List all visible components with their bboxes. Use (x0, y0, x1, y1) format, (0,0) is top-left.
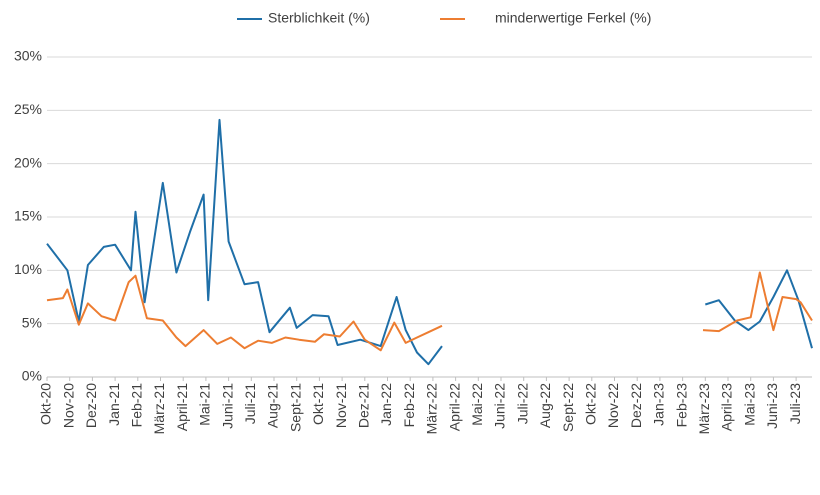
y-tick-label: 5% (22, 314, 42, 330)
x-tick-label: Feb-22 (401, 383, 417, 428)
y-tick-label: 25% (14, 101, 42, 117)
x-tick-label: Nov-21 (333, 383, 349, 428)
x-tick-label: Juli-21 (242, 383, 258, 424)
x-tick-label: Dez-22 (628, 383, 644, 428)
x-tick-label: Juli-23 (787, 383, 803, 424)
x-tick-label: Juni-21 (219, 383, 235, 429)
x-tick-label: Jan-22 (378, 383, 394, 426)
x-tick-label: Aug-21 (265, 383, 281, 428)
y-tick-label: 10% (14, 261, 42, 277)
x-tick-label: Dez-21 (356, 383, 372, 428)
x-tick-label: März-23 (696, 383, 712, 435)
x-tick-label: April-21 (174, 383, 190, 431)
x-tick-label: Mai-23 (741, 383, 757, 426)
x-tick-label: April-23 (719, 383, 735, 431)
x-tick-label: März-21 (151, 383, 167, 435)
series-line (46, 118, 813, 366)
x-tick-label: Okt-22 (583, 383, 599, 425)
x-tick-label: Nov-22 (605, 383, 621, 428)
x-tick-label: Okt-21 (310, 383, 326, 425)
x-tick-label: Mai-22 (469, 383, 485, 426)
x-tick-label: Feb-23 (673, 383, 689, 428)
y-tick-label: 15% (14, 208, 42, 224)
x-tick-label: Okt-20 (38, 383, 54, 425)
x-tick-label: Dez-20 (83, 383, 99, 428)
y-tick-label: 30% (14, 48, 42, 64)
x-tick-label: April-22 (446, 383, 462, 431)
x-tick-label: März-22 (424, 383, 440, 435)
x-tick-label: Sept-21 (287, 383, 303, 432)
x-tick-label: Nov-20 (60, 383, 76, 428)
x-tick-label: Jan-23 (651, 383, 667, 426)
x-tick-label: Mai-21 (197, 383, 213, 426)
y-tick-label: 20% (14, 154, 42, 170)
x-tick-label: Juni-22 (492, 383, 508, 429)
series-line (46, 271, 813, 352)
y-tick-label: 0% (22, 368, 42, 384)
legend-label: Sterblichkeit (%) (268, 10, 370, 26)
x-tick-label: Juli-22 (514, 383, 530, 424)
x-tick-label: Juni-23 (764, 383, 780, 429)
x-tick-label: Aug-22 (537, 383, 553, 428)
legend-label: minderwertige Ferkel (%) (495, 10, 651, 26)
x-tick-label: Feb-21 (129, 383, 145, 428)
x-tick-label: Jan-21 (106, 383, 122, 426)
x-tick-label: Sept-22 (560, 383, 576, 432)
